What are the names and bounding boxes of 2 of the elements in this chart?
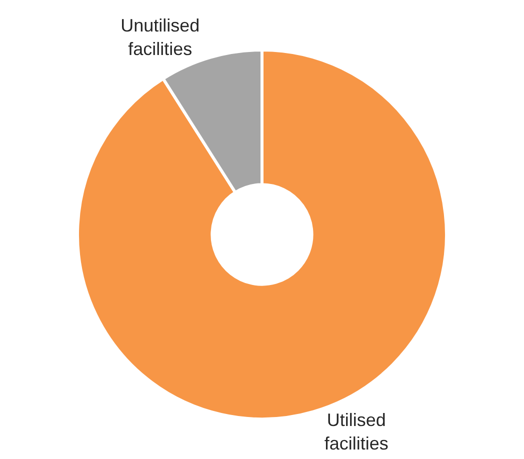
slice-label: Utilised facilities bbox=[324, 410, 388, 454]
slice-label: Unutilised facilities bbox=[120, 16, 200, 60]
